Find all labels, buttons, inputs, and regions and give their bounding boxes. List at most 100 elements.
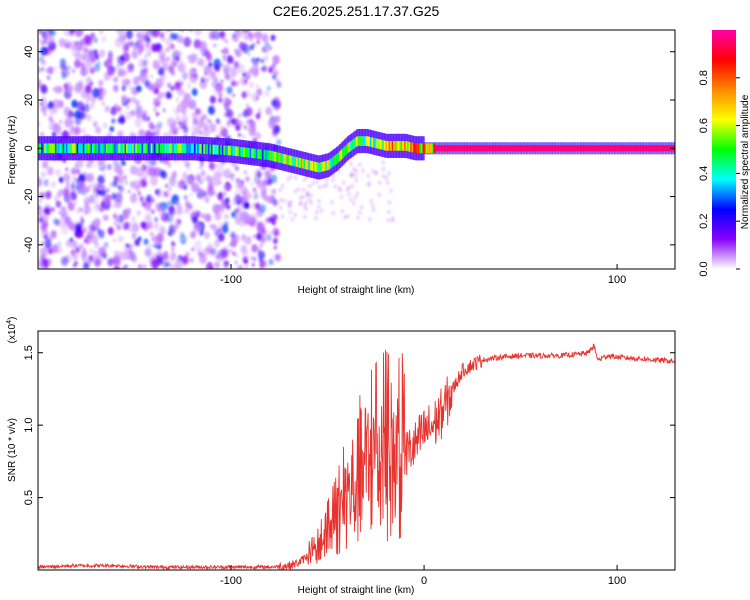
spectrogram-noise-blob	[173, 126, 179, 133]
spectrogram-ridge-cell	[291, 156, 294, 166]
spectrogram-ridge-cell	[288, 155, 291, 165]
spectrogram-noise-blob	[204, 196, 210, 203]
spectrogram-noise-blob	[46, 166, 54, 176]
spectrogram-noise-blob	[207, 187, 215, 197]
spectrogram-noise-blob	[96, 188, 102, 196]
spectrogram-noise-blob	[152, 59, 160, 70]
spectrogram-noise-blob	[113, 265, 118, 269]
spectrogram-noise-blob	[302, 187, 306, 192]
spectrogram-noise-blob	[261, 33, 269, 43]
spectrogram-noise-blob	[251, 244, 258, 253]
spectrogram-ridge-cell	[50, 143, 53, 154]
spectrogram-noise-blob	[71, 99, 78, 109]
spectrogram-noise-blob	[267, 45, 272, 51]
spectrogram-ridge-cell	[73, 143, 76, 154]
spectrogram-noise-blob	[78, 45, 84, 51]
spectrogram-noise-blob	[175, 81, 181, 89]
spectrogram-noise-blob	[47, 248, 53, 255]
spectrogram-noise-blob	[228, 74, 235, 83]
spectrogram-noise-blob	[245, 106, 253, 117]
spectrogram-noise-blob	[129, 164, 138, 175]
spectrogram-noise-blob	[74, 30, 83, 38]
spectrogram-ridge-cell	[115, 143, 118, 154]
spectrogram-noise-blob	[133, 30, 135, 31]
spectrogram-noise-blob	[191, 88, 198, 96]
spectrogram-noise-blob	[49, 106, 56, 115]
spectrogram-noise-blob	[384, 176, 388, 181]
colorbar: 0.0 0.2 0.4 0.6 0.8 Normalized spectral ampl…	[698, 30, 750, 277]
spectrogram-ridge-cell	[300, 158, 303, 169]
spectrogram-noise-blob	[257, 250, 266, 260]
spectrogram-ridge-cell	[135, 143, 138, 154]
spectrogram-noise-blob	[267, 86, 271, 91]
spectrogram-noise-blob	[88, 163, 93, 168]
spectrogram-ridge-cell	[336, 153, 339, 164]
spectrogram-noise-blob	[223, 102, 228, 108]
spectrogram-noise-blob	[113, 212, 118, 219]
spectrogram-noise-blob	[317, 204, 321, 209]
spectrogram-noise-blob	[186, 82, 192, 90]
spectrogram-noise-blob	[82, 103, 90, 113]
spectrogram-noise-blob	[139, 68, 147, 79]
spectrogram-noise	[38, 30, 395, 269]
spectrogram-noise-blob	[230, 66, 238, 77]
spectrogram-noise-blob	[60, 206, 67, 216]
spectrogram-noise-blob	[86, 229, 94, 239]
snr-frame	[37, 330, 676, 571]
spectrogram-noise-blob	[315, 179, 319, 184]
spectrogram-noise-blob	[171, 241, 176, 247]
spectrogram-noise-blob	[125, 30, 133, 40]
spectrogram-noise-blob	[303, 177, 307, 182]
spectrogram-noise-blob	[209, 95, 216, 104]
spectrogram-noise-blob	[172, 170, 177, 178]
spectrogram-noise-blob	[126, 105, 130, 109]
spectrogram-noise-blob	[61, 72, 67, 79]
spectrogram-noise-blob	[83, 228, 87, 233]
spectrogram-ridge-cell	[158, 143, 161, 154]
spectrogram-ridge-cell	[201, 144, 204, 154]
spectrogram-ridge-cell	[226, 145, 229, 156]
spectrogram-ridge-cell	[184, 143, 187, 154]
spectrogram-noise-blob	[75, 246, 81, 254]
spectrogram-noise-blob	[387, 171, 391, 176]
spectrogram-noise-blob	[232, 251, 236, 256]
spectrogram-noise-blob	[223, 133, 227, 138]
spectrogram-ridge-cell	[295, 157, 298, 167]
spectrogram-ridge-cell	[244, 147, 247, 158]
snr-series-line	[38, 343, 675, 570]
spectrogram-noise-blob	[64, 195, 72, 204]
spectrogram-noise-blob	[58, 176, 64, 183]
spectrogram-noise-blob	[107, 227, 114, 236]
spectrogram-noise-blob	[113, 250, 120, 259]
spectrogram-noise-blob	[165, 190, 172, 199]
snr-xtick-label: 100	[608, 575, 626, 587]
spectrogram-noise-blob	[154, 254, 162, 264]
spectrogram-noise-blob	[223, 87, 227, 92]
spectrogram-noise-blob	[118, 235, 124, 243]
spectrogram-noise-blob	[200, 162, 204, 167]
spectrogram-ridge-cell	[152, 143, 155, 154]
spectrogram-noise-blob	[217, 228, 221, 232]
spectrogram-noise-blob	[374, 171, 378, 176]
spectrogram-noise-blob	[260, 244, 263, 248]
spectrogram-ridge-cell	[298, 158, 301, 168]
spectrogram-ridge-cell	[58, 143, 61, 154]
spectrogram-ridge-cell	[88, 143, 91, 154]
spectrogram-noise-blob	[189, 204, 193, 209]
spectrogram-noise-blob	[191, 216, 198, 225]
spectrogram-noise-blob	[244, 259, 248, 265]
spectrogram-noise-blob	[73, 252, 79, 260]
spectrogram-ridge-cell	[101, 143, 104, 154]
spectrogram-ridge-cell	[197, 143, 200, 154]
spectrogram-noise-blob	[231, 32, 240, 43]
spectrogram-noise-blob	[177, 35, 184, 44]
spectrogram-noise-blob	[122, 49, 130, 58]
spectrogram-noise-blob	[138, 195, 144, 203]
spectrogram-ridge-cell	[397, 141, 400, 151]
spectrogram-noise-blob	[142, 173, 148, 181]
spectrogram-noise-blob	[234, 208, 239, 214]
spectrogram-ridge-cell	[214, 144, 217, 155]
spectrogram-ridge-cell	[391, 141, 394, 151]
spectrogram-ridge-cell	[112, 143, 115, 154]
spectrogram-noise-blob	[223, 260, 230, 269]
